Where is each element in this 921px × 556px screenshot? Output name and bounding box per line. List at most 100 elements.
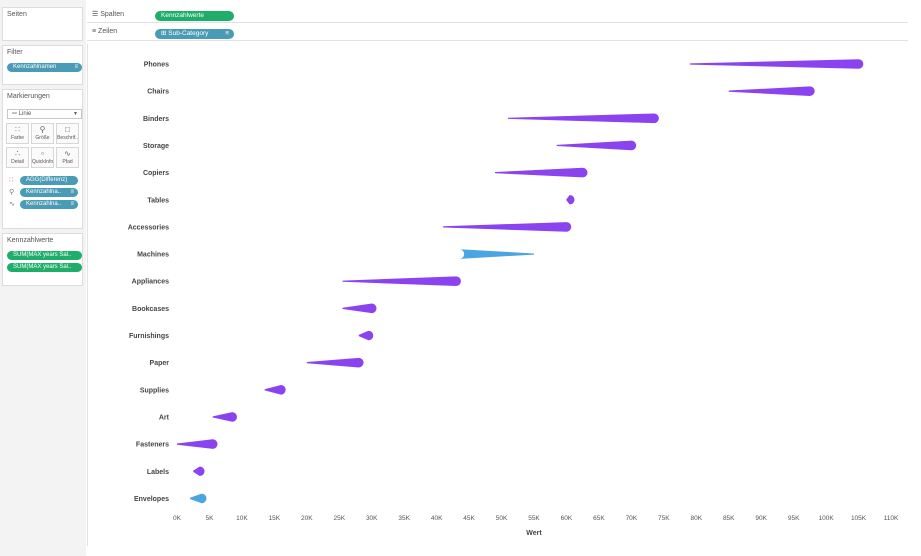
x-tick-label: 100K [818,515,834,522]
filter-pill-label: Kennzahlnamen [13,64,57,70]
marks-card: Markierungen ∾ Linie ▼ ∷ Farbe ⚲ Größe □… [2,89,83,229]
difference-line-mark[interactable] [306,357,364,368]
label-button-label: Beschrif.. [57,135,78,141]
category-label: Art [159,414,170,421]
x-tick-label: 65K [593,515,605,522]
category-label: Chairs [147,89,169,96]
difference-line-mark[interactable] [193,466,205,477]
category-label: Appliances [132,279,169,286]
marks-pill-size[interactable]: Kennzahlna.. ≡ [20,188,78,197]
sort-icon: ≡ [225,30,229,37]
label-button[interactable]: □ Beschrif.. [56,123,79,144]
x-tick-label: 40K [431,515,443,522]
difference-line-mark[interactable] [689,59,864,69]
dimension-icon: ⊞ [161,30,167,37]
sort-icon: ≡ [70,189,74,195]
color-button[interactable]: ∷ Farbe [6,123,29,144]
difference-line-mark[interactable] [508,113,659,124]
tooltip-button[interactable]: ▫ QuickInfo [31,147,54,168]
detail-button[interactable]: ∴ Detail [6,147,29,168]
marks-title: Markierungen [7,93,50,100]
size-button[interactable]: ⚲ Größe [31,123,54,144]
x-tick-label: 95K [788,515,800,522]
filter-title: Filter [7,49,23,56]
rows-shelf: ≡ Zeilen ⊞ Sub-Category ≡ [87,26,908,41]
marks-pill-color[interactable]: AGG(Differenz) [20,176,78,185]
mark-type-dropdown[interactable]: ∾ Linie ▼ [7,109,82,119]
x-tick-label: 10K [236,515,248,522]
difference-line-mark[interactable] [189,493,207,504]
difference-line-mark[interactable] [358,330,374,341]
category-label: Supplies [140,387,169,394]
marks-pill-label: AGG(Differenz) [26,177,68,183]
difference-line-mark[interactable] [212,412,237,422]
filter-card: Filter Kennzahlnamen ≡ [2,45,83,85]
chevron-down-icon: ▼ [73,111,78,117]
path-button-label: Pfad [62,159,73,165]
difference-line-mark[interactable] [459,249,534,259]
filter-pill[interactable]: Kennzahlnamen ≡ [7,63,82,72]
difference-line-mark[interactable] [728,86,815,96]
x-tick-label: 0K [173,515,182,522]
tooltip-icon: ▫ [41,149,44,158]
measures-card: Kennzahlwerte SUM(MAX years Sal.. SUM(MA… [2,233,83,286]
difference-line-mark[interactable] [566,194,575,205]
x-tick-label: 80K [690,515,702,522]
sort-icon: ≡ [70,201,74,207]
color-icon: ∷ [9,177,14,184]
difference-line-mark[interactable] [264,385,286,395]
size-icon: ⚲ [9,189,15,196]
x-tick-label: 45K [463,515,475,522]
difference-line-mark[interactable] [495,167,588,178]
category-label: Bookcases [132,306,169,313]
x-tick-label: 85K [723,515,735,522]
category-label: Furnishings [129,333,169,340]
columns-shelf: ☰ Spalten Kennzahlwerte [87,8,908,23]
rows-pill[interactable]: ⊞ Sub-Category ≡ [155,29,234,39]
category-label: Paper [150,360,170,367]
category-label: Accessories [128,224,169,231]
difference-line-mark[interactable] [556,140,637,151]
color-icon: ∷ [14,125,21,134]
size-icon: ⚲ [39,125,46,134]
x-tick-label: 105K [851,515,867,522]
difference-line-mark[interactable] [342,303,377,314]
x-tick-label: 20K [301,515,313,522]
x-tick-label: 50K [496,515,508,522]
rows-icon: ≡ [92,28,97,35]
columns-pill[interactable]: Kennzahlwerte [155,11,234,21]
x-tick-label: 70K [626,515,638,522]
columns-icon: ☰ [92,11,99,18]
x-tick-label: 90K [755,515,767,522]
category-label: Phones [144,62,169,69]
measure-pill[interactable]: SUM(MAX years Sal.. [7,251,82,260]
label-icon: □ [65,125,70,134]
measure-pill[interactable]: SUM(MAX years Sal.. [7,263,82,272]
marks-pill-label: Kennzahlna.. [26,201,62,207]
difference-line-mark[interactable] [443,222,572,232]
x-tick-label: 35K [398,515,410,522]
marks-pill-label: Kennzahlna.. [26,189,62,195]
pages-title: Seiten [7,11,27,18]
difference-line-mark[interactable] [342,276,461,286]
marks-pill-path[interactable]: Kennzahlna.. ≡ [20,200,78,209]
x-tick-label: 75K [658,515,670,522]
x-tick-label: 110K [884,515,899,522]
x-tick-label: 15K [269,515,281,522]
x-tick-label: 60K [561,515,573,522]
left-panel: Seiten Filter Kennzahlnamen ≡ Markierung… [0,0,86,556]
x-axis-title: Wert [526,530,542,537]
line-icon: ∾ [12,111,18,117]
category-label: Tables [147,197,169,204]
columns-pill-label: Kennzahlwerte [161,12,204,19]
chart-area: Phones Chairs Binders Storage Copiers Tables A… [87,44,908,546]
difference-line-mark[interactable] [177,439,218,449]
size-button-label: Größe [35,135,50,141]
detail-icon: ∴ [14,149,21,158]
detail-button-label: Detail [11,159,24,165]
x-tick-label: 55K [528,515,540,522]
tooltip-button-label: QuickInfo [32,159,54,165]
path-button[interactable]: ∿ Pfad [56,147,79,168]
category-label: Binders [143,116,169,123]
rows-shelf-label: ≡ Zeilen [92,28,118,35]
